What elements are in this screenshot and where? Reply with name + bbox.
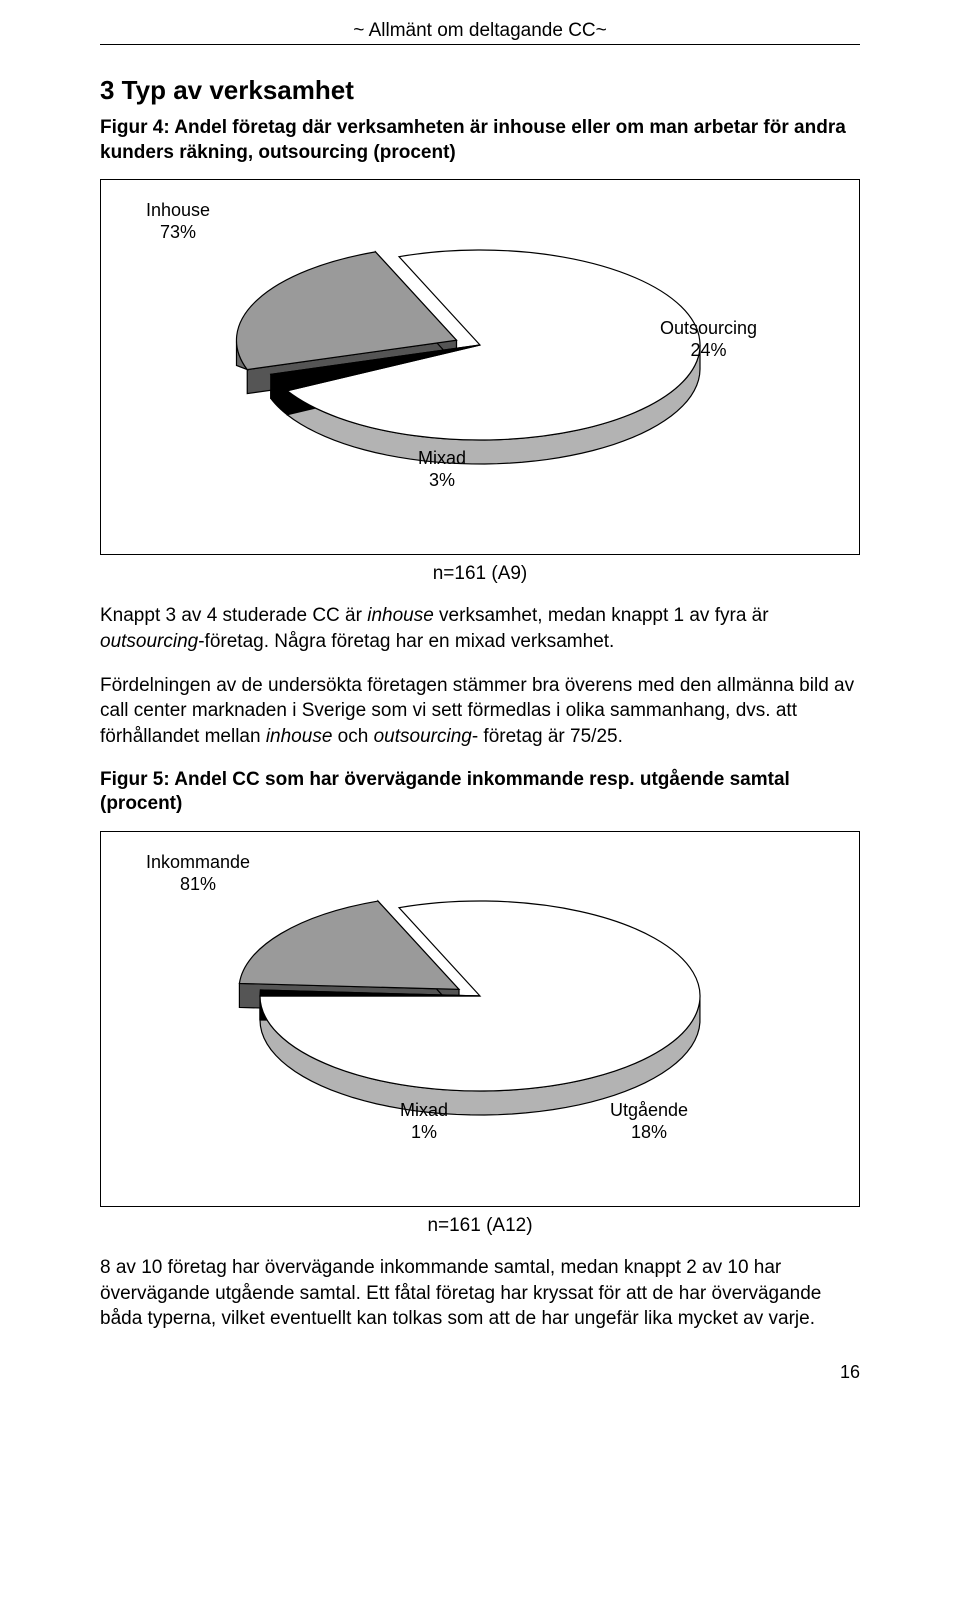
text: verksamhet, medan knappt 1 av fyra är [434,605,769,626]
running-header: ~ Allmänt om deltagande CC~ [100,20,860,42]
text-italic: outsourcing [374,726,472,747]
text: Knappt 3 av 4 studerade CC är [100,605,367,626]
text-italic: inhouse [367,605,434,626]
figure5-label-inkommande: Inkommande 81% [146,852,250,895]
paragraph-2: Fördelningen av de undersökta företagen … [100,673,860,750]
text-italic: inhouse [266,726,333,747]
figure5-title: Figur 5: Andel CC som har övervägande in… [100,768,860,817]
figure4-label-outsourcing: Outsourcing 24% [660,318,757,361]
text: -företag. Några företag har en mixad ver… [198,631,614,652]
figure4-title: Figur 4: Andel företag där verksamheten … [100,116,860,165]
page: ~ Allmänt om deltagande CC~ 3 Typ av ver… [0,0,960,1423]
figure4-box: Inhouse 73% Mixad 3% Outsourcing 24% [100,179,860,555]
figure4-label-mixad: Mixad 3% [418,448,466,491]
figure4-caption: n=161 (A9) [100,563,860,585]
figure4-chart-area: Inhouse 73% Mixad 3% Outsourcing 24% [140,196,820,536]
figure5-chart-area: Inkommande 81% Mixad 1% Utgående 18% [140,848,820,1188]
text: och [332,726,373,747]
text-italic: outsourcing [100,631,198,652]
header-rule [100,44,860,45]
text: - företag är 75/25. [472,726,623,747]
figure4-label-inhouse: Inhouse 73% [146,200,210,243]
section-heading: 3 Typ av verksamhet [100,75,860,106]
figure5-label-utgaende: Utgående 18% [610,1100,688,1143]
page-number: 16 [100,1362,860,1383]
paragraph-1: Knappt 3 av 4 studerade CC är inhouse ve… [100,603,860,654]
figure5-caption: n=161 (A12) [100,1215,860,1237]
figure5-label-mixad: Mixad 1% [400,1100,448,1143]
figure5-box: Inkommande 81% Mixad 1% Utgående 18% [100,831,860,1207]
paragraph-3: 8 av 10 företag har övervägande inkomman… [100,1255,860,1332]
